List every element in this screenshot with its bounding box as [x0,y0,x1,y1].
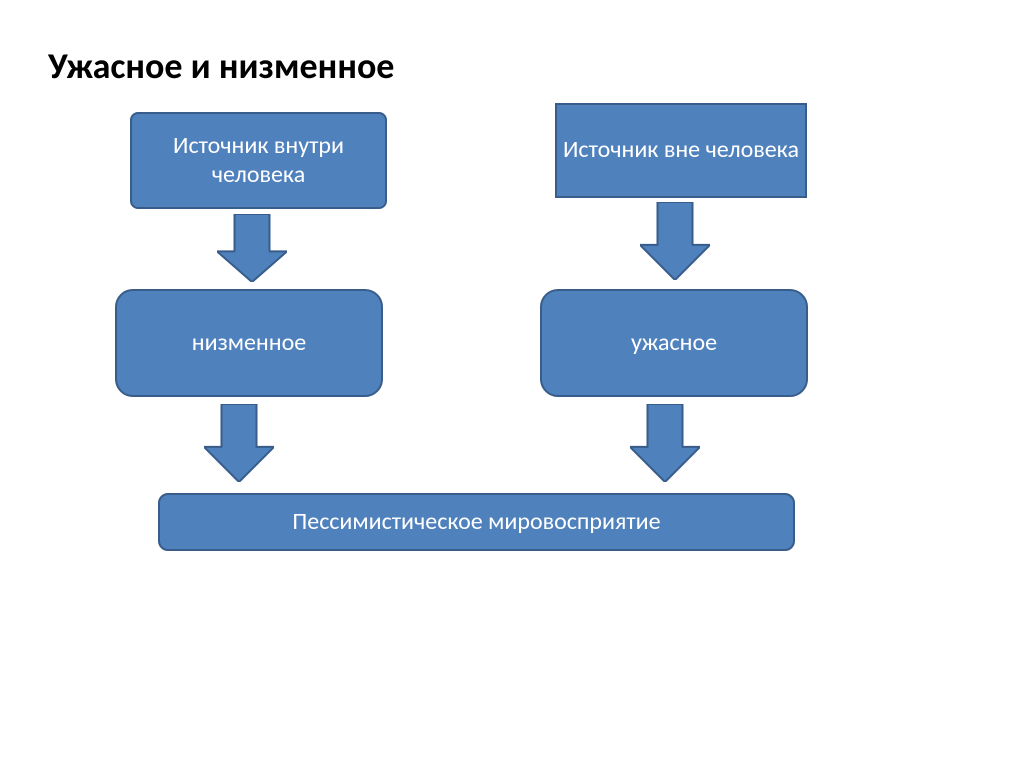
node-label: Пессимистическое мировосприятие [292,508,660,537]
node-source-inside: Источник внутри человека [130,112,387,209]
arrow-down-icon [217,214,287,282]
node-label: ужасное [631,329,717,358]
node-label: Источник вне человека [563,136,799,165]
arrow-down-icon [630,404,700,482]
node-terrible: ужасное [540,289,808,397]
arrow-down-icon [640,202,710,280]
arrow-down-icon [204,404,274,482]
node-low: низменное [115,289,383,397]
node-pessimistic: Пессимистическое мировосприятие [158,493,795,551]
node-label: Источник внутри человека [132,132,385,190]
page-title: Ужасное и низменное [48,44,394,88]
node-source-outside: Источник вне человека [555,103,807,198]
node-label: низменное [192,329,306,358]
